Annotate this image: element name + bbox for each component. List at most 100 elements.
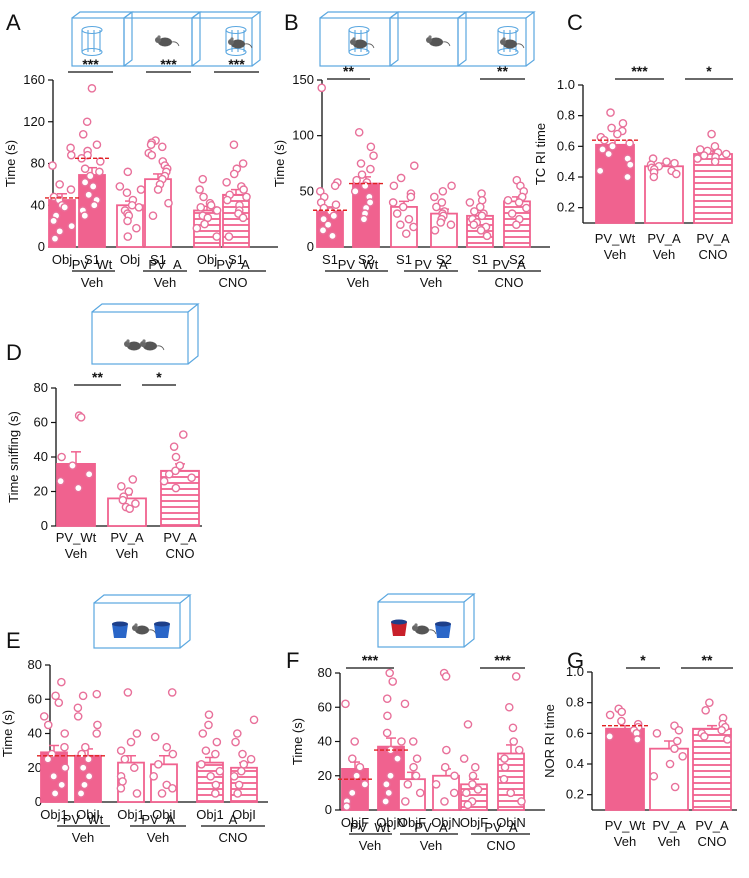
data-point <box>85 171 95 181</box>
data-point <box>408 737 418 746</box>
data-point <box>468 780 477 789</box>
y-tick-label: 160 <box>23 72 45 87</box>
x-tick-treatment-label: Veh <box>658 834 680 849</box>
data-point <box>403 780 413 789</box>
data-point <box>662 157 671 166</box>
apparatus-a-middle-side <box>191 12 201 67</box>
data-point <box>517 797 526 806</box>
data-point <box>239 760 249 769</box>
mouse-e-body <box>135 625 149 635</box>
mouse-f <box>412 623 437 635</box>
bar <box>56 462 96 527</box>
y-tick-label: 0.4 <box>566 756 584 771</box>
data-point <box>162 742 172 752</box>
x-tick-label: ObjN <box>431 815 461 830</box>
data-point <box>93 720 102 730</box>
data-point <box>89 200 99 210</box>
x-tick-label: PV_Wt <box>56 530 97 545</box>
data-point <box>136 185 146 194</box>
data-point <box>123 232 133 241</box>
panel-letter-f: F <box>286 648 299 673</box>
data-point <box>412 754 422 763</box>
data-point <box>618 119 628 128</box>
data-point <box>330 181 340 191</box>
object-f-right-shape <box>435 624 451 638</box>
x-tick-label: S1 <box>322 252 338 267</box>
object-e-left <box>112 621 128 638</box>
data-point <box>598 145 607 154</box>
apparatus-d-top <box>91 303 200 313</box>
significance-label: ** <box>343 63 354 79</box>
data-point <box>693 154 702 163</box>
apparatus-b-left <box>319 11 400 67</box>
data-point <box>329 211 339 221</box>
mouse-b-middle <box>426 35 451 47</box>
x-tick-label: PV_A <box>695 818 729 833</box>
x-tick-treatment-label: Veh <box>65 546 87 561</box>
y-axis-label: Time (s) <box>272 140 287 187</box>
mouse-e <box>132 623 157 635</box>
data-point <box>352 771 361 781</box>
group-label: PV_A <box>148 257 182 272</box>
data-point <box>665 759 675 769</box>
mouse-e-ear <box>134 623 138 627</box>
y-tick-label: 1.0 <box>557 77 575 92</box>
panel-letter-e: E <box>6 628 21 653</box>
data-point <box>674 725 684 735</box>
data-point <box>393 754 402 763</box>
data-point <box>499 774 509 784</box>
y-tick-label: 0.6 <box>566 725 584 740</box>
data-point <box>469 220 479 230</box>
data-point <box>342 802 352 811</box>
data-point <box>211 749 220 759</box>
group-label: PV_A <box>492 257 526 272</box>
data-point <box>470 207 479 216</box>
data-point <box>509 737 519 746</box>
x-tick-label: S1 <box>150 252 166 267</box>
data-point <box>198 729 208 738</box>
data-point <box>384 788 394 798</box>
y-tick-label: 0.2 <box>566 787 584 802</box>
data-point <box>350 737 359 746</box>
data-point <box>595 166 605 176</box>
chart-e: E 0 20 40 60 80 Time (s) Obj1 ObjI Obj1 ObjI Obj1 Ob… <box>0 628 268 845</box>
data-point <box>401 797 410 806</box>
data-point <box>171 483 181 493</box>
data-point <box>431 780 441 789</box>
apparatus-b-left-side <box>389 12 399 67</box>
data-point <box>168 784 177 793</box>
data-point <box>115 182 125 191</box>
y-tick-label: 0.6 <box>557 138 575 153</box>
data-point <box>447 181 456 191</box>
x-tick-treatment-label: CNO <box>166 546 195 561</box>
data-point <box>347 788 357 798</box>
data-point <box>231 737 240 747</box>
data-point <box>475 202 485 212</box>
data-point <box>700 732 709 741</box>
apparatus-a-right <box>191 11 262 67</box>
data-point <box>465 198 475 207</box>
data-point <box>386 771 395 781</box>
data-point <box>132 729 142 738</box>
y-tick-label: 0.4 <box>557 169 575 184</box>
significance-label: *** <box>494 652 511 668</box>
data-point <box>49 216 58 226</box>
data-point <box>157 789 167 798</box>
group-label: PV_A <box>484 820 518 835</box>
x-tick-label: ObjI <box>152 807 176 822</box>
object-e-left-rim <box>112 621 128 627</box>
data-point <box>359 214 369 224</box>
y-axis-label: Time (s) <box>0 710 15 757</box>
apparatus-b-right-top <box>457 11 536 19</box>
data-point <box>164 469 174 479</box>
significance-label: *** <box>228 56 245 72</box>
data-point <box>430 192 439 202</box>
y-tick-label: 50 <box>300 183 314 198</box>
data-point <box>57 677 66 687</box>
apparatus-b-right-front <box>457 17 527 67</box>
data-point <box>355 762 365 772</box>
apparatus-e-side <box>179 595 191 649</box>
data-point <box>366 164 375 174</box>
data-point <box>623 172 632 182</box>
data-point <box>462 788 471 798</box>
